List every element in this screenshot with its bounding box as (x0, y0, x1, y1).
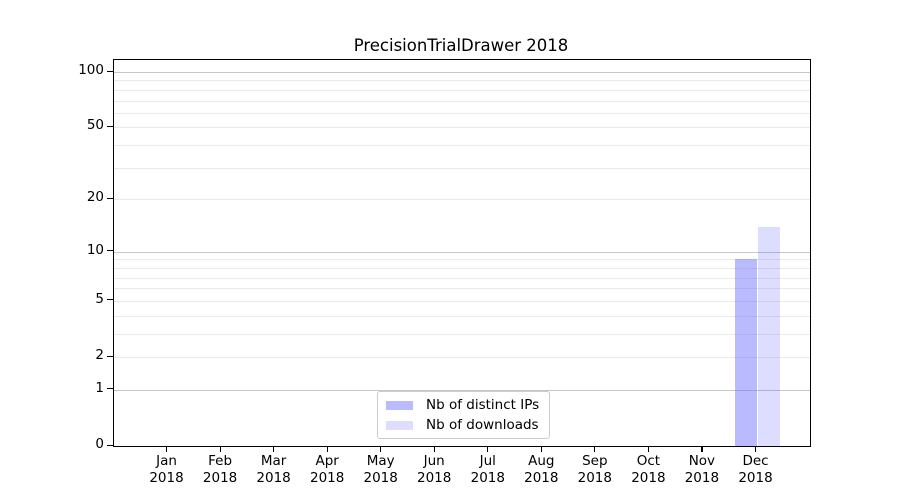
gridline-y-90 (114, 80, 810, 82)
x-tick-label-may: May 2018 (349, 453, 413, 487)
y-tick-mark-2 (107, 355, 113, 357)
month-label: Apr (315, 453, 339, 469)
gridline-y-2 (114, 357, 810, 358)
year-label: 2018 (738, 470, 773, 486)
x-tick-mark-apr (326, 446, 328, 452)
y-tick-label-0: 0 (95, 436, 104, 452)
y-tick-mark-0 (107, 444, 113, 446)
y-tick-mark-10 (107, 250, 113, 252)
x-tick-label-sep: Sep 2018 (563, 453, 627, 487)
x-tick-mark-dec (755, 446, 757, 452)
y-tick-label-2: 2 (95, 347, 104, 363)
y-tick-label-100: 100 (78, 62, 104, 78)
y-tick-mark-5 (107, 299, 113, 301)
year-label: 2018 (470, 470, 505, 486)
legend-label: Nb of downloads (426, 417, 539, 433)
year-label: 2018 (202, 470, 238, 486)
gridline-y-20 (114, 199, 810, 201)
y-tick-label-1: 1 (95, 379, 104, 396)
x-tick-label-aug: Aug 2018 (509, 453, 573, 487)
month-label: May (366, 453, 395, 469)
x-tick-label-dec: Dec 2018 (724, 453, 788, 487)
gridline-y-4 (114, 315, 810, 317)
month-label: Sep (582, 453, 608, 469)
year-label: 2018 (417, 470, 452, 486)
month-label: Dec (742, 453, 769, 469)
gridline-y-100 (114, 72, 810, 73)
year-label: 2018 (310, 470, 345, 486)
x-tick-mark-jan (166, 446, 168, 452)
x-tick-mark-sep (594, 446, 596, 452)
y-tick-mark-20 (107, 197, 113, 199)
plot-area (113, 59, 811, 447)
month-label: Jun (423, 453, 445, 469)
legend: Nb of distinct IPs Nb of downloads (377, 391, 551, 439)
bar-dec-distinct-ips (734, 259, 757, 446)
x-tick-mark-mar (273, 446, 275, 452)
gridline-y-80 (114, 89, 810, 91)
x-tick-label-oct: Oct 2018 (616, 453, 680, 487)
gridline-y-7 (114, 277, 810, 279)
year-label: 2018 (363, 470, 398, 486)
x-tick-label-mar: Mar 2018 (242, 453, 306, 487)
gridline-y-1 (114, 389, 810, 391)
year-label: 2018 (524, 470, 559, 486)
x-tick-label-apr: Apr 2018 (295, 453, 359, 487)
x-tick-mark-oct (647, 446, 650, 452)
gridline-y-5 (114, 300, 810, 302)
bar-dec-downloads (757, 226, 780, 446)
gridline-y-10 (114, 251, 810, 253)
legend-row-distinct-ips: Nb of distinct IPs (386, 397, 539, 413)
gridline-y-8 (114, 267, 810, 269)
year-label: 2018 (256, 470, 291, 486)
chart-title: PrecisionTrialDrawer 2018 (353, 36, 569, 55)
month-label: Feb (208, 453, 233, 469)
month-label: Aug (528, 453, 555, 469)
year-label: 2018 (149, 470, 184, 486)
legend-label: Nb of distinct IPs (426, 397, 540, 413)
x-tick-label-feb: Feb 2018 (188, 453, 252, 487)
gridline-y-6 (114, 288, 810, 290)
year-label: 2018 (631, 470, 666, 486)
gridline-y-60 (114, 112, 810, 114)
x-tick-mark-may (380, 446, 382, 452)
x-tick-mark-nov (701, 446, 703, 452)
year-label: 2018 (684, 470, 720, 486)
x-tick-label-jan: Jan 2018 (135, 453, 199, 487)
gridline-y-3 (114, 333, 810, 335)
legend-swatch-icon (386, 400, 413, 410)
y-tick-label-10: 10 (86, 241, 104, 258)
month-label: Nov (688, 453, 716, 469)
y-tick-mark-1 (107, 388, 113, 390)
y-tick-label-50: 50 (86, 117, 104, 134)
x-tick-label-jul: Jul 2018 (456, 453, 520, 487)
month-label: Mar (260, 453, 287, 469)
x-tick-mark-aug (540, 446, 542, 452)
x-tick-label-nov: Nov 2018 (670, 453, 734, 487)
month-label: Jan (156, 453, 177, 469)
gridline-y-30 (114, 167, 810, 169)
month-label: Jul (479, 453, 496, 469)
gridline-y-50 (114, 127, 810, 129)
month-label: Oct (636, 453, 661, 469)
x-tick-mark-jul (487, 446, 489, 452)
gridline-y-70 (114, 100, 810, 102)
legend-row-downloads: Nb of downloads (386, 417, 539, 433)
x-tick-label-jun: Jun 2018 (402, 453, 466, 487)
gridline-y-9 (114, 259, 810, 261)
x-tick-mark-feb (219, 446, 221, 452)
y-tick-mark-100 (107, 70, 113, 72)
legend-swatch-icon (386, 420, 413, 430)
year-label: 2018 (577, 470, 612, 486)
x-tick-mark-jun (433, 446, 435, 452)
y-tick-mark-50 (107, 125, 113, 128)
gridline-y-40 (114, 145, 810, 147)
y-tick-label-5: 5 (95, 290, 104, 307)
y-tick-label-20: 20 (86, 189, 104, 206)
